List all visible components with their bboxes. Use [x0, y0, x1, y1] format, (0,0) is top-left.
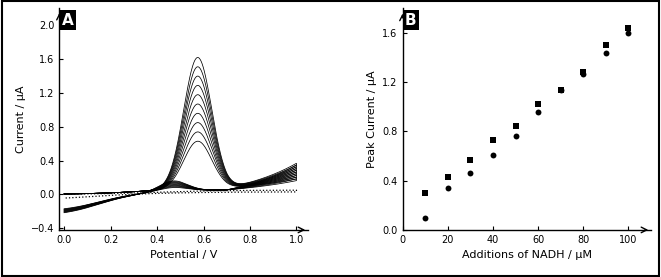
Point	[510, 134, 521, 138]
Point	[601, 50, 611, 55]
Point	[623, 31, 634, 35]
Point	[465, 158, 476, 162]
Point	[420, 216, 430, 220]
Point	[488, 138, 498, 142]
Point	[555, 87, 566, 92]
Point	[623, 26, 634, 30]
Point	[442, 175, 453, 179]
Point	[533, 109, 543, 114]
Point	[488, 153, 498, 157]
Point	[533, 102, 543, 107]
Y-axis label: Peak Current / µA: Peak Current / µA	[367, 70, 377, 168]
Text: A: A	[62, 13, 74, 28]
Point	[578, 71, 588, 76]
Point	[578, 70, 588, 75]
Text: B: B	[405, 13, 416, 28]
Point	[555, 87, 566, 92]
Point	[420, 191, 430, 195]
Point	[510, 124, 521, 129]
Point	[465, 171, 476, 176]
X-axis label: Potential / V: Potential / V	[150, 250, 217, 260]
Point	[442, 186, 453, 190]
X-axis label: Additions of NADH / µM: Additions of NADH / µM	[462, 250, 592, 260]
Y-axis label: Current / µA: Current / µA	[16, 85, 26, 153]
Point	[601, 43, 611, 47]
